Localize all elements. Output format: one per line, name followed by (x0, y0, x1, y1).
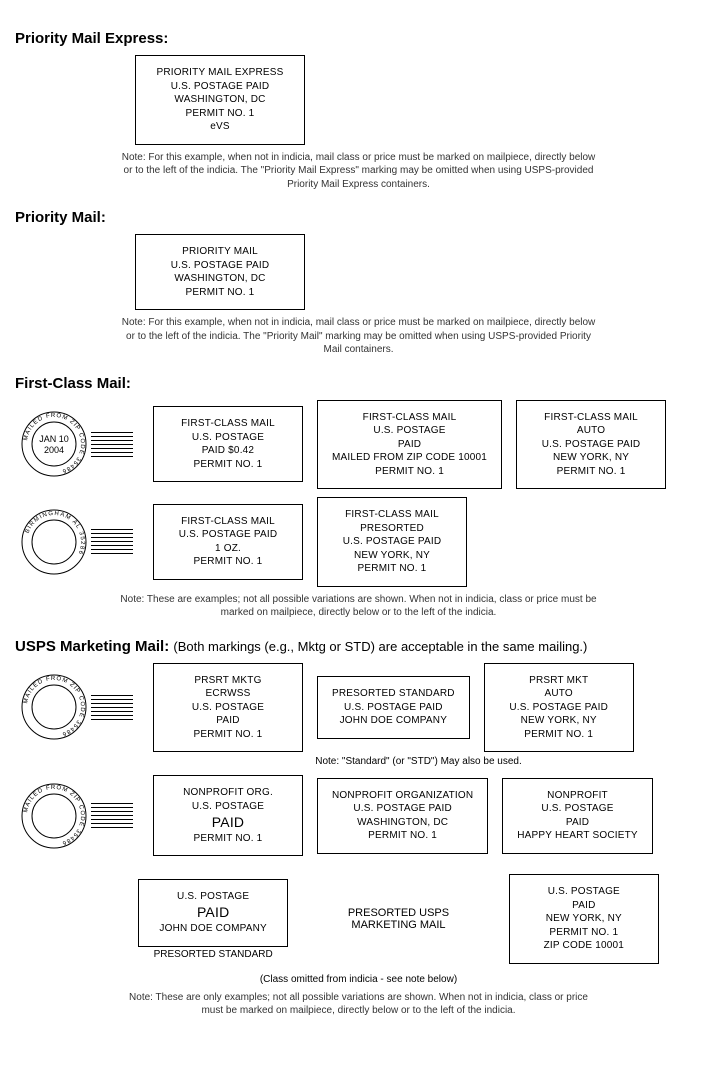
mktg-r3-mid-text: PRESORTED USPSMARKETING MAIL (328, 907, 468, 931)
fcm-row1: MAILED FROM ZIP CODE 35486 JAN 10 2004 F… (15, 400, 702, 490)
mktg-r3-left-caption: PRESORTED STANDARD (154, 949, 273, 960)
indicia-fcm-r2-2: FIRST-CLASS MAILPRESORTEDU.S. POSTAGE PA… (317, 497, 467, 587)
section-title-pm: Priority Mail: (15, 209, 702, 226)
mktg-row3-caption: (Class omitted from indicia - see note b… (15, 974, 702, 985)
fcm-row2: BIRMINGHAM AL 35286 FIRST-CLASS MAILU.S.… (15, 497, 702, 587)
indicia-mktg-r3-right: U.S. POSTAGEPAIDNEW YORK, NYPERMIT NO. 1… (509, 874, 659, 964)
mktg-row3: U.S. POSTAGEPAIDJOHN DOE COMPANY PRESORT… (15, 874, 702, 964)
mktg-row1-note: Note: "Standard" (or "STD") May also be … (135, 756, 702, 767)
mktg-title-text: USPS Marketing Mail: (15, 638, 169, 655)
postmark-fcm-1: MAILED FROM ZIP CODE 35486 JAN 10 2004 (15, 405, 139, 483)
postmark-circle-icon: BIRMINGHAM AL 35286 (15, 503, 93, 581)
mktg-r3-left-stack: U.S. POSTAGEPAIDJOHN DOE COMPANY PRESORT… (138, 879, 288, 960)
indicia-mktg-r2-3: NONPROFITU.S. POSTAGEPAIDHAPPY HEART SOC… (502, 778, 653, 854)
postmark-circle-icon: MAILED FROM ZIP CODE 35486 JAN 10 2004 (15, 405, 93, 483)
cancellation-lines-icon (91, 432, 133, 457)
indicia-fcm-r1-3: FIRST-CLASS MAILAUTOU.S. POSTAGE PAIDNEW… (516, 400, 666, 490)
note-fcm: Note: These are examples; not all possib… (119, 593, 599, 620)
section-title-pme: Priority Mail Express: (15, 30, 702, 47)
section-title-mktg: USPS Marketing Mail: (Both markings (e.g… (15, 638, 702, 655)
indicia-mktg-r2-1: NONPROFIT ORG.U.S. POSTAGEPAIDPERMIT NO.… (153, 775, 303, 856)
mktg-subtitle-text: (Both markings (e.g., Mktg or STD) are a… (173, 639, 587, 654)
cancellation-lines-icon (91, 695, 133, 720)
note-pme: Note: For this example, when not in indi… (119, 151, 599, 192)
postmark-circle-icon: MAILED FROM ZIP CODE 35486 (15, 668, 93, 746)
mktg-row1: MAILED FROM ZIP CODE 35486 PRSRT MKTGECR… (15, 663, 702, 753)
svg-text:2004: 2004 (44, 445, 64, 455)
svg-text:JAN 10: JAN 10 (39, 434, 69, 444)
cancellation-lines-icon (91, 529, 133, 554)
note-pm: Note: For this example, when not in indi… (119, 316, 599, 357)
row-pme: PRIORITY MAIL EXPRESSU.S. POSTAGE PAIDWA… (15, 55, 702, 145)
note-mktg: Note: These are only examples; not all p… (119, 991, 599, 1018)
indicia-pm: PRIORITY MAILU.S. POSTAGE PAIDWASHINGTON… (135, 234, 305, 310)
postmark-mktg-2: MAILED FROM ZIP CODE 35486 (15, 777, 139, 855)
indicia-mktg-r3-left: U.S. POSTAGEPAIDJOHN DOE COMPANY (138, 879, 288, 947)
indicia-mktg-r2-2: NONPROFIT ORGANIZATIONU.S. POSTAGE PAIDW… (317, 778, 488, 854)
postmark-circle-icon: MAILED FROM ZIP CODE 35486 (15, 777, 93, 855)
cancellation-lines-icon (91, 803, 133, 828)
indicia-mktg-r1-1: PRSRT MKTGECRWSSU.S. POSTAGEPAIDPERMIT N… (153, 663, 303, 753)
indicia-pme: PRIORITY MAIL EXPRESSU.S. POSTAGE PAIDWA… (135, 55, 305, 145)
indicia-mktg-r1-2: PRESORTED STANDARDU.S. POSTAGE PAIDJOHN … (317, 676, 470, 739)
postmark-mktg-1: MAILED FROM ZIP CODE 35486 (15, 668, 139, 746)
indicia-fcm-r1-1: FIRST-CLASS MAILU.S. POSTAGEPAID $0.42PE… (153, 406, 303, 482)
section-title-fcm: First-Class Mail: (15, 375, 702, 392)
mktg-row2: MAILED FROM ZIP CODE 35486 NONPROFIT ORG… (15, 775, 702, 856)
indicia-fcm-r2-1: FIRST-CLASS MAILU.S. POSTAGE PAID1 OZ.PE… (153, 504, 303, 580)
row-pm: PRIORITY MAILU.S. POSTAGE PAIDWASHINGTON… (15, 234, 702, 310)
indicia-fcm-r1-2: FIRST-CLASS MAILU.S. POSTAGEPAIDMAILED F… (317, 400, 502, 490)
postmark-fcm-2: BIRMINGHAM AL 35286 (15, 503, 139, 581)
indicia-mktg-r1-3: PRSRT MKTAUTOU.S. POSTAGE PAIDNEW YORK, … (484, 663, 634, 753)
